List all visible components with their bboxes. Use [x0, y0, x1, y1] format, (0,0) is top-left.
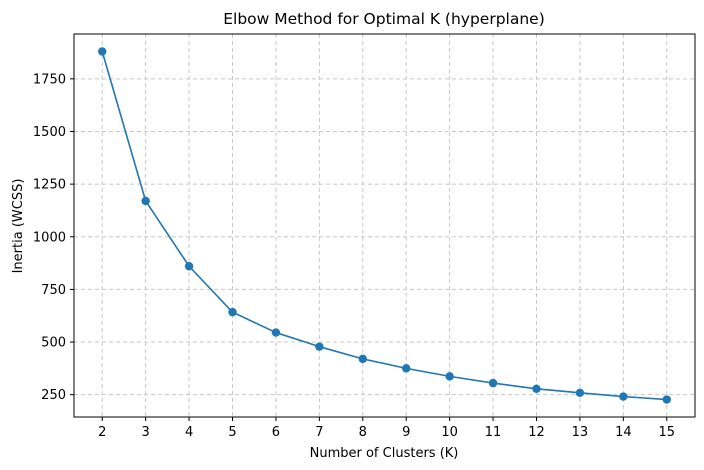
data-point [315, 342, 324, 351]
x-axis-label: Number of Clusters (K) [310, 446, 459, 461]
y-axis-label: Inertia (WCSS) [11, 179, 26, 274]
y-tick-label: 1500 [33, 125, 66, 140]
data-point [358, 354, 367, 364]
chart-title: Elbow Method for Optimal K (hyperplane) [223, 10, 545, 28]
plot-frame [73, 33, 696, 418]
data-point [575, 388, 585, 397]
y-tick-label: 750 [41, 283, 66, 298]
data-point [141, 196, 150, 206]
x-tick-label: 12 [528, 425, 545, 440]
grid [74, 34, 695, 417]
data-point [184, 262, 194, 271]
x-tick-label: 15 [658, 425, 675, 440]
data-point [532, 384, 541, 393]
x-tick-label: 11 [485, 425, 502, 440]
data-point [662, 395, 671, 404]
y-tick-label: 1000 [33, 230, 66, 245]
axis-ticks: 2 3 4 5 6 7 8 9 10 11 12 13 14 15 250 500 750 1000 1250 150… [33, 72, 675, 440]
data-point [445, 372, 454, 381]
x-tick-label: 7 [315, 425, 323, 440]
x-tick-label: 4 [185, 425, 193, 440]
y-tick-label: 250 [41, 388, 66, 403]
x-tick-label: 6 [272, 425, 280, 440]
data-point [98, 47, 107, 56]
data-point [488, 378, 498, 388]
data-point [271, 328, 281, 337]
y-tick-label: 1750 [33, 72, 66, 87]
y-tick-label: 1250 [33, 178, 66, 193]
x-tick-label: 8 [359, 425, 367, 440]
series-line [101, 51, 667, 401]
x-tick-label: 14 [615, 425, 632, 440]
x-tick-label: 10 [441, 425, 458, 440]
data-point [619, 392, 628, 401]
data-point [402, 364, 411, 373]
data-point [228, 307, 237, 317]
x-tick-label: 5 [228, 425, 236, 440]
x-tick-label: 9 [402, 425, 410, 440]
y-tick-label: 500 [41, 336, 66, 351]
x-tick-label: 2 [98, 425, 106, 440]
series-layer [98, 47, 671, 404]
x-tick-label: 3 [142, 425, 150, 440]
x-tick-label: 13 [572, 425, 589, 440]
